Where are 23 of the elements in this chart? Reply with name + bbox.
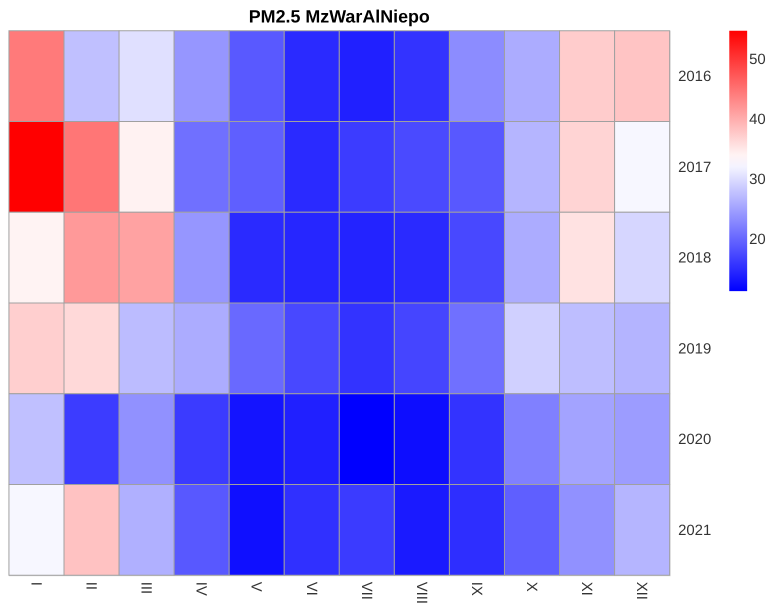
x-tick-label: VIII — [412, 582, 429, 604]
x-tick-label: I — [28, 582, 44, 586]
x-tick-label: XI — [578, 582, 594, 596]
x-tick-label: V — [248, 582, 264, 592]
x-tick-label: III — [138, 582, 154, 594]
x-tick-label: VI — [302, 582, 319, 596]
x-tick-label: XII — [633, 582, 650, 600]
y-tick-label: 2016 — [678, 69, 712, 86]
color-bar-label: 40 — [749, 112, 766, 128]
x-tick-label: IX — [468, 582, 484, 596]
color-bar-label: 20 — [749, 232, 766, 248]
x-tick-label: VII — [358, 582, 374, 600]
y-tick-label: 2018 — [678, 250, 712, 267]
color-bar-label: 50 — [749, 52, 766, 68]
y-tick-label: 2017 — [678, 160, 712, 176]
x-tick-label: II — [82, 582, 99, 590]
y-tick-label: 2021 — [678, 522, 712, 539]
color-bar-label: 30 — [749, 172, 766, 188]
y-tick-label: 2020 — [678, 432, 712, 448]
x-tick-label: X — [523, 582, 540, 592]
x-tick-label: IV — [192, 582, 209, 596]
y-tick-label: 2019 — [678, 341, 712, 358]
chart-title: PM2.5 MzWarAlNiepo — [248, 6, 430, 26]
